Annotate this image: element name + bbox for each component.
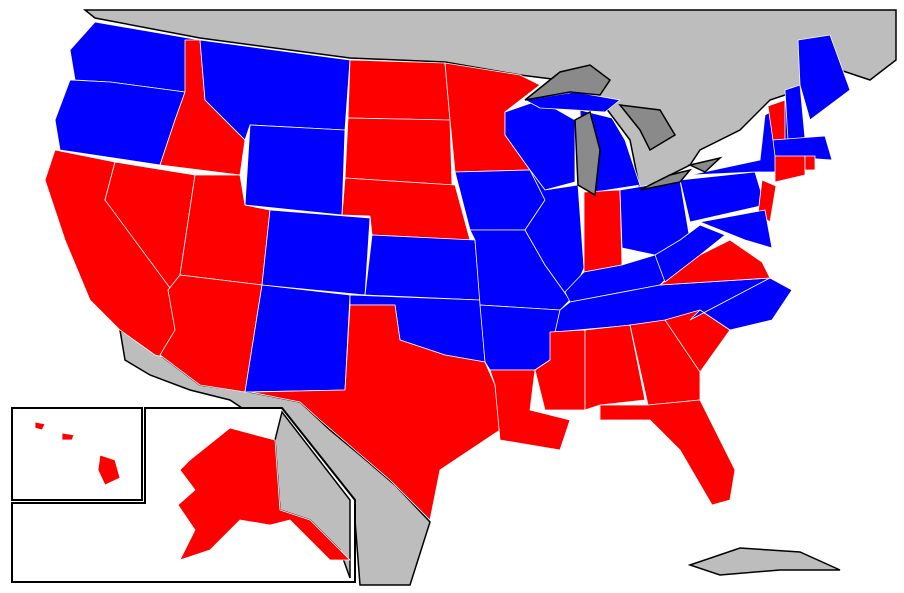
state bbox=[599, 399, 736, 506]
state bbox=[772, 135, 833, 161]
state bbox=[489, 369, 571, 451]
states bbox=[44, 21, 851, 521]
state bbox=[97, 454, 121, 486]
state bbox=[244, 284, 351, 393]
state bbox=[583, 189, 623, 273]
state bbox=[797, 34, 851, 121]
state bbox=[61, 432, 75, 441]
state bbox=[34, 421, 46, 431]
state bbox=[364, 234, 481, 301]
state bbox=[347, 59, 451, 121]
state bbox=[654, 224, 726, 283]
state bbox=[244, 124, 346, 216]
state bbox=[699, 209, 773, 249]
cuba bbox=[687, 547, 841, 576]
lake bbox=[618, 104, 677, 152]
state bbox=[261, 209, 371, 296]
state bbox=[584, 324, 646, 411]
state bbox=[479, 304, 561, 371]
state bbox=[177, 427, 351, 561]
state bbox=[804, 155, 816, 171]
state bbox=[249, 304, 501, 521]
lake bbox=[574, 110, 601, 197]
lake bbox=[687, 156, 723, 173]
lake bbox=[639, 168, 693, 191]
hawaii-inset bbox=[11, 407, 143, 501]
lake bbox=[524, 64, 612, 101]
state bbox=[774, 155, 806, 183]
state bbox=[344, 117, 453, 186]
